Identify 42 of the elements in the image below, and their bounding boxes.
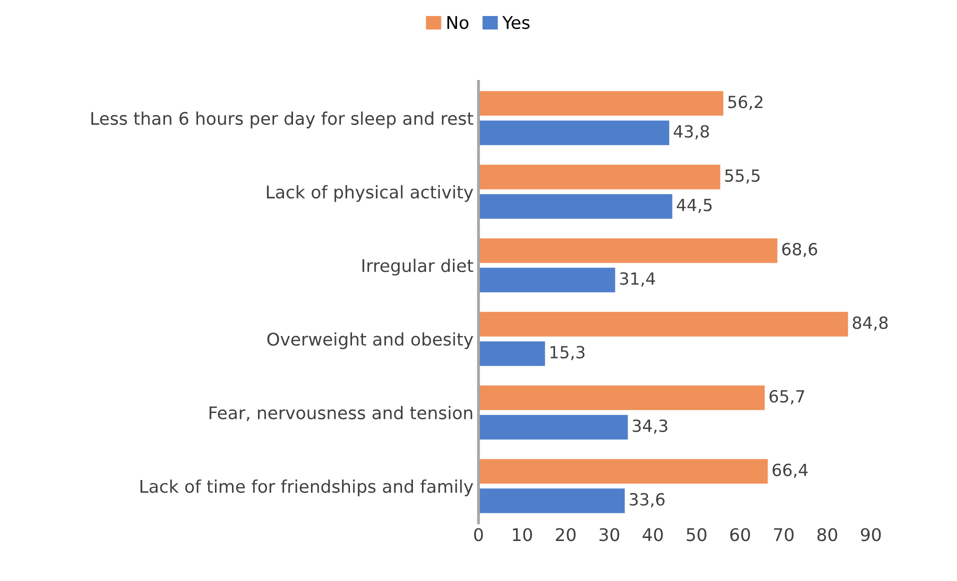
data-label: 15,3 [550, 346, 584, 360]
bar [478, 120, 670, 146]
x-tick-label: 50 [686, 528, 706, 542]
data-label: 33,6 [630, 493, 665, 508]
legend-label: No [447, 16, 468, 30]
data-label: 31,4 [620, 272, 656, 287]
data-label: 55,5 [725, 169, 760, 184]
x-tick-label: 20 [556, 528, 576, 542]
data-label: 34,3 [632, 419, 668, 434]
data-label: 43,8 [674, 125, 709, 140]
x-tick-label: 0 [474, 528, 483, 542]
data-label: 66,4 [772, 464, 808, 478]
legend-label: Yes [502, 16, 530, 30]
data-label: 68,6 [782, 242, 818, 258]
bar [478, 488, 626, 514]
y-tick-label: Lack of time for friendships and family [140, 480, 474, 496]
y-tick-label: Irregular diet [362, 258, 474, 276]
bar [478, 385, 766, 411]
x-tick-label: 90 [860, 528, 881, 542]
y-tick-label: Lack of physical activity [266, 185, 474, 202]
bar [478, 267, 616, 293]
bar [478, 311, 848, 337]
x-tick-label: 10 [512, 528, 532, 542]
data-label: 44,5 [676, 198, 712, 213]
data-label: 56,2 [728, 96, 762, 110]
x-tick-label: 30 [600, 528, 620, 542]
y-tick-label: Less than 6 hours per day for sleep and rest [91, 112, 474, 128]
bar [478, 458, 768, 484]
bar [478, 164, 721, 190]
bar [478, 194, 673, 220]
x-tick-label: 40 [642, 528, 663, 542]
data-label: 84,8 [852, 316, 888, 331]
bar [478, 238, 778, 264]
bar [478, 340, 546, 366]
x-tick-label: 70 [774, 528, 794, 542]
y-tick-label: Overweight and obesity [267, 332, 474, 350]
data-label: 65,7 [770, 390, 804, 404]
x-tick-label: 80 [817, 528, 838, 542]
y-tick-label: Fear, nervousness and tension [210, 406, 472, 422]
bar [478, 90, 724, 116]
x-tick-label: 60 [730, 528, 750, 542]
bar [478, 414, 628, 440]
